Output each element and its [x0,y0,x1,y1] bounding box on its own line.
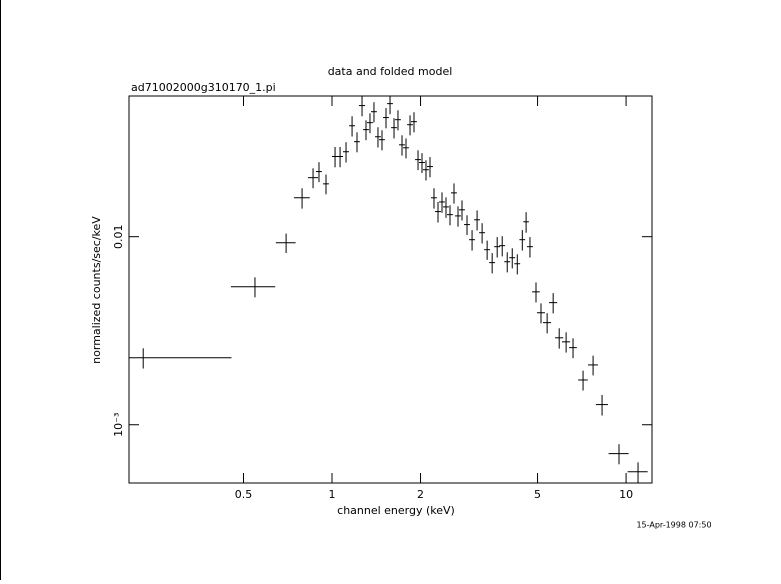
x-tick-label: 1 [329,488,336,501]
x-tick-label: 2 [417,488,424,501]
y-axis-label: normalized counts/sec/keV [90,216,103,364]
timestamp: 15-Apr-1998 07:50 [636,521,711,530]
data-marks [129,96,648,483]
y-tick-label: 0.01 [112,224,125,249]
plot-frame [128,95,653,484]
chart-subtitle: ad71002000g310170_1.pi [131,81,276,94]
y-tick-label: 10⁻³ [112,413,125,437]
x-axis-label: channel energy (keV) [337,504,455,517]
x-tick-label: 10 [619,488,633,501]
x-tick-label: 0.5 [235,488,253,501]
x-tick-label: 5 [534,488,541,501]
chart-title: data and folded model [328,65,453,78]
